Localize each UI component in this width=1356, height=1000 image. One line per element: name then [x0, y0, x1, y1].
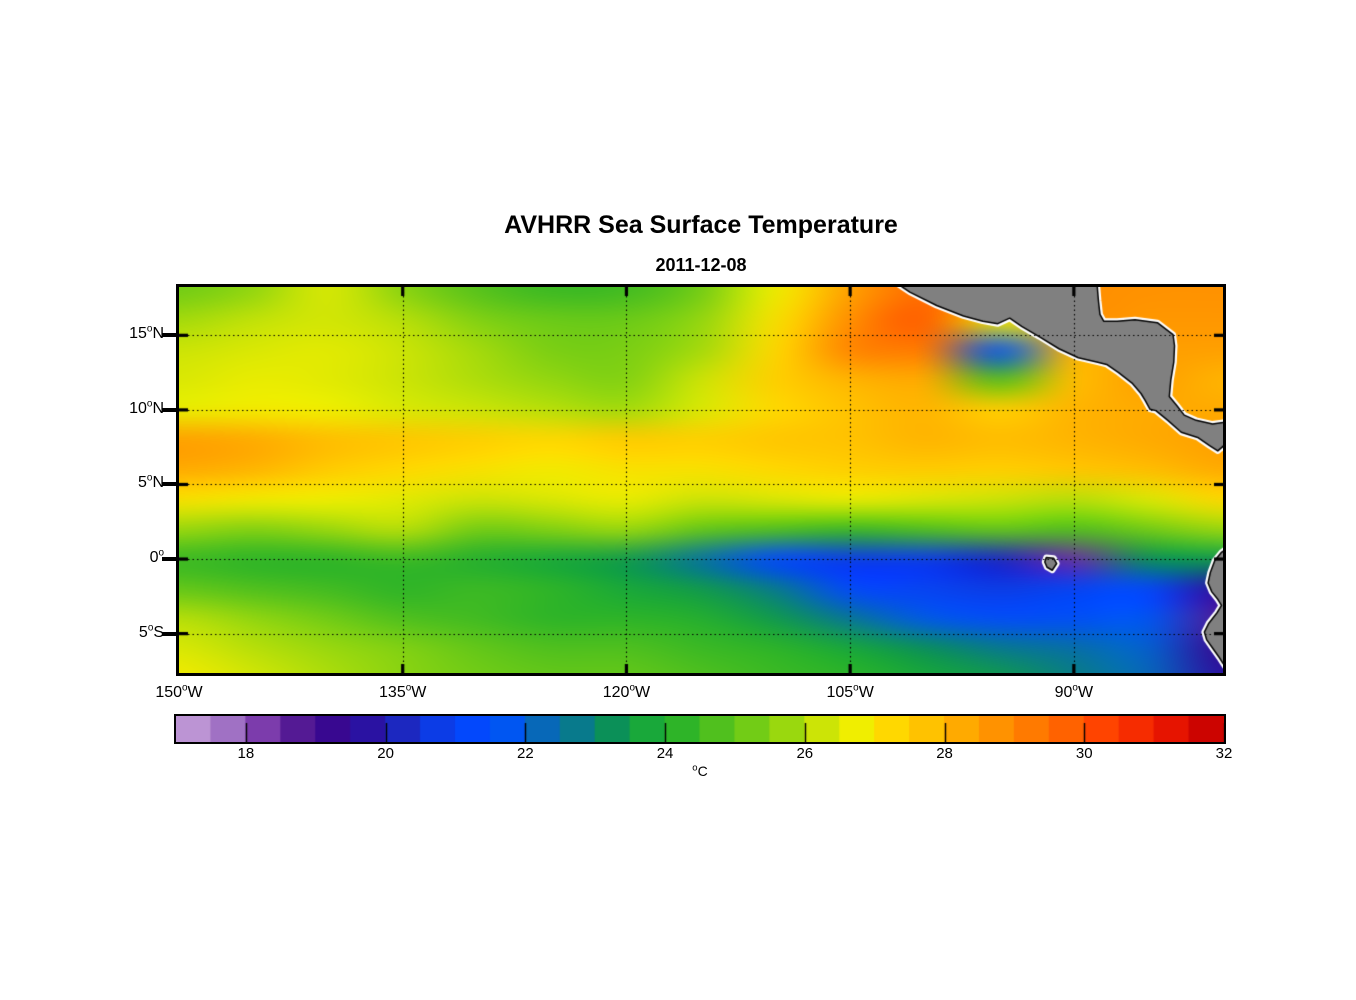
y-axis-tick-mark [162, 631, 176, 636]
colorbar-tick-label: 18 [237, 745, 255, 762]
colorbar-tick-label: 30 [1075, 745, 1093, 762]
y-axis-tick-mark [162, 482, 176, 487]
colorbar-tick-label: 24 [656, 745, 674, 762]
y-tick-label: 0o [149, 547, 164, 567]
x-tick-label: 135oW [379, 682, 427, 701]
y-axis-tick-mark [162, 407, 176, 412]
y-axis-tick-mark [162, 557, 176, 562]
sst-map-canvas [179, 287, 1223, 673]
y-tick-label: 5oN [138, 473, 164, 492]
x-tick-label: 120oW [602, 682, 651, 701]
x-tick-label: 90oW [1054, 682, 1094, 701]
figure-title: AVHRR Sea Surface Temperature [504, 211, 898, 239]
colorbar-frame [174, 714, 1226, 744]
colorbar-tick-label: 20 [377, 745, 394, 762]
x-tick-label: 105oW [826, 682, 874, 701]
colorbar-canvas [176, 716, 1224, 742]
colorbar-tick-label: 32 [1215, 745, 1233, 762]
y-tick-label: 15oN [129, 323, 164, 343]
map-frame [176, 284, 1226, 676]
colorbar-unit-label: oC [692, 762, 708, 779]
y-tick-label: 5oS [138, 622, 164, 641]
y-tick-label: 10oN [129, 398, 164, 417]
figure-date: 2011-12-08 [655, 255, 747, 275]
colorbar-tick-label: 22 [516, 745, 534, 762]
x-tick-label: 150oW [155, 682, 203, 701]
colorbar-tick-label: 26 [796, 745, 814, 762]
y-axis-tick-mark [162, 333, 176, 338]
colorbar-tick-label: 28 [936, 745, 953, 762]
